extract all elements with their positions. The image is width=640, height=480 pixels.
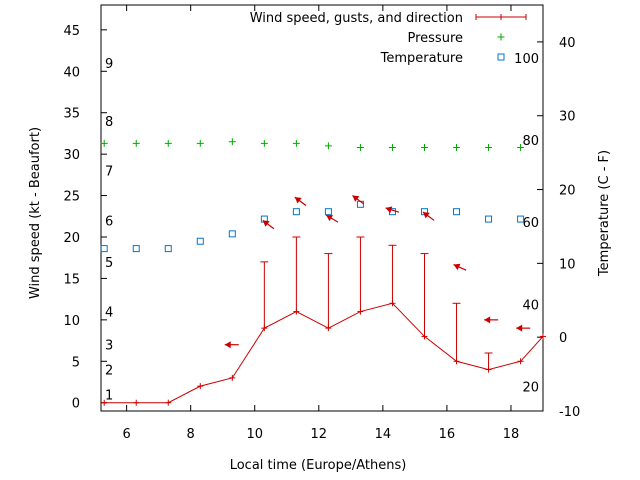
- x-axis-label: Local time (Europe/Athens): [230, 458, 407, 473]
- wind-arrow-head: [224, 341, 231, 349]
- temperature-point: [132, 245, 140, 253]
- wind-arrow-head: [516, 324, 523, 332]
- series-pressure: [100, 138, 525, 152]
- plot-frame: [100, 4, 544, 412]
- y-left-tick-label: 5: [72, 355, 80, 370]
- wind-arrow-head: [422, 212, 430, 219]
- wind-arrow: [325, 214, 339, 223]
- wind-arrow: [422, 211, 435, 221]
- wind-arrow-head: [453, 263, 461, 271]
- x-tick-label: 14: [375, 427, 392, 442]
- temperature-point: [228, 230, 236, 238]
- series-wind: [101, 236, 546, 406]
- beaufort-label: 5: [105, 256, 113, 271]
- wind-arrow: [352, 194, 364, 205]
- wind-arrow: [262, 219, 275, 230]
- wind-arrow-head: [294, 197, 302, 204]
- y-right-tick-label: -10: [559, 405, 580, 420]
- temperature-point: [324, 208, 332, 216]
- y-left-tick-label: 30: [63, 148, 80, 163]
- temperature-point: [485, 215, 493, 223]
- legend: Wind speed, gusts, and direction Pressure…: [250, 11, 527, 66]
- y-axis-left-label: Wind speed (kt - Beaufort): [28, 127, 43, 299]
- y-right-tick-label: 20: [559, 184, 576, 199]
- temperature-point: [517, 215, 525, 223]
- wind-arrow: [484, 316, 499, 324]
- fahrenheit-label: 80: [522, 134, 539, 149]
- y-left-tick-label: 15: [63, 272, 80, 287]
- temperature-point: [453, 208, 461, 216]
- fahrenheit-label: 60: [522, 216, 539, 231]
- x-tick-label: 10: [246, 427, 263, 442]
- y-left-tick-label: 40: [63, 65, 80, 80]
- wind-arrow: [453, 263, 467, 271]
- fahrenheit-label: 100: [514, 52, 539, 67]
- legend-label: Temperature: [380, 51, 463, 66]
- x-tick-label: 8: [187, 427, 195, 442]
- legend-swatch-square: [497, 53, 505, 61]
- fahrenheit-label: 20: [522, 381, 539, 396]
- y-right-tick-label: 0: [559, 331, 567, 346]
- wind-speed-line: [104, 302, 544, 404]
- wind-arrow-head: [326, 215, 334, 222]
- x-tick-label: 12: [311, 427, 328, 442]
- wind-arrow-head: [385, 206, 393, 214]
- plot-border: [100, 4, 544, 412]
- temperature-point: [356, 200, 364, 208]
- beaufort-label: 2: [105, 364, 113, 379]
- fahrenheit-label: 40: [522, 299, 539, 314]
- wind-arrow: [224, 341, 239, 349]
- x-tick-label: 18: [503, 427, 520, 442]
- wind-arrow-head: [352, 195, 360, 202]
- beaufort-label: 7: [105, 165, 113, 180]
- temperature-point: [292, 208, 300, 216]
- wind-arrow: [294, 196, 307, 206]
- y-left-tick-label: 35: [63, 107, 80, 122]
- y-right-tick-label: 30: [559, 110, 576, 125]
- y-left-tick-label: 20: [63, 231, 80, 246]
- wind-direction-arrows: [224, 194, 531, 349]
- legend-label: Pressure: [407, 31, 463, 46]
- y-right-tick-label: 10: [559, 257, 576, 272]
- beaufort-label: 8: [105, 115, 113, 130]
- beaufort-label: 1: [105, 388, 113, 403]
- series-temperature: [100, 200, 525, 253]
- y-left-tick-label: 10: [63, 314, 80, 329]
- wind-arrow-head: [262, 220, 270, 227]
- wind-arrow-head: [484, 316, 491, 324]
- temperature-point: [100, 245, 108, 253]
- y-left-tick-label: 25: [63, 190, 80, 205]
- beaufort-label: 4: [105, 306, 113, 321]
- beaufort-labels: 1 2 3 4 5 6 7 8 9: [105, 57, 113, 403]
- y-axis-right-label: Temperature (C - F): [597, 150, 612, 277]
- y-right-tick-label: 40: [559, 36, 576, 51]
- wind-arrow: [385, 206, 400, 214]
- beaufort-label: 9: [105, 57, 113, 72]
- wind-arrow: [516, 324, 531, 332]
- axis-ticks: 6 8 10 12 14 16 18051015202530354045-100102030…: [63, 5, 580, 442]
- fahrenheit-labels: 20 40 60 80 100: [514, 52, 539, 395]
- temperature-point: [196, 237, 204, 245]
- x-tick-label: 6: [122, 427, 130, 442]
- beaufort-label: 6: [105, 214, 113, 229]
- x-tick-label: 16: [439, 427, 456, 442]
- temperature-point: [164, 245, 172, 253]
- legend-label: Wind speed, gusts, and direction: [250, 11, 463, 26]
- y-left-tick-label: 0: [72, 397, 80, 412]
- beaufort-label: 3: [105, 339, 113, 354]
- y-left-tick-label: 45: [63, 24, 80, 39]
